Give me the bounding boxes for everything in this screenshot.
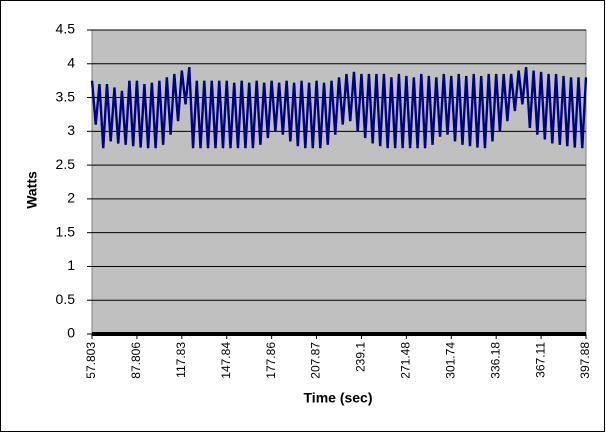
x-tick-label: 177.86 bbox=[264, 342, 278, 379]
x-tick-label: 117.83 bbox=[174, 342, 188, 378]
x-tick-label: 239.1 bbox=[354, 342, 368, 372]
y-tick-label: 2.5 bbox=[56, 156, 76, 172]
x-tick-label: 271.48 bbox=[399, 342, 413, 379]
y-tick-label: 1 bbox=[67, 257, 75, 273]
x-axis-title: Time (sec) bbox=[304, 390, 373, 406]
y-tick-label: 4.5 bbox=[56, 21, 76, 37]
x-tick-label: 397.88 bbox=[578, 342, 592, 379]
x-tick-label: 87.806 bbox=[129, 342, 143, 379]
y-tick-label: 0 bbox=[67, 325, 75, 341]
y-tick-label: 3.5 bbox=[56, 88, 76, 104]
x-tick-label: 147.84 bbox=[219, 342, 233, 379]
y-tick-label: 1.5 bbox=[56, 223, 76, 239]
x-tick-label: 57.803 bbox=[84, 342, 98, 379]
y-axis-title: Watts bbox=[24, 171, 40, 209]
x-tick-label: 301.74 bbox=[443, 342, 457, 379]
y-tick-label: 4 bbox=[67, 54, 75, 70]
x-tick-label: 367.11 bbox=[533, 342, 547, 378]
data-line bbox=[90, 67, 588, 149]
y-tick-label: 2 bbox=[67, 190, 75, 206]
y-tick-label: 0.5 bbox=[56, 291, 76, 307]
x-tick-label: 207.87 bbox=[309, 342, 323, 379]
x-tick-label: 336.18 bbox=[488, 342, 502, 379]
y-tick-label: 3 bbox=[67, 122, 75, 138]
